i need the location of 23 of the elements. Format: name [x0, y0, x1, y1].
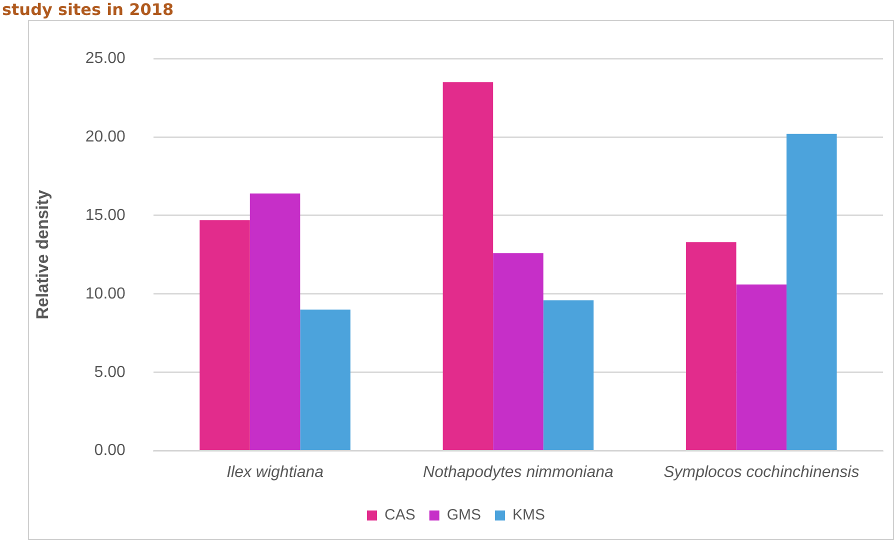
y-tick-label: 0.00	[94, 442, 126, 460]
x-tick-label: Symplocos cochinchinensis	[664, 464, 860, 481]
x-tick-label: Ilex wightiana	[226, 464, 324, 481]
legend-label: CAS	[384, 506, 416, 524]
bar	[786, 134, 837, 450]
bar	[686, 242, 736, 450]
y-tick-label: 15.00	[85, 206, 126, 224]
legend-label: KMS	[512, 506, 546, 524]
bar	[493, 253, 544, 450]
y-tick-label: 5.00	[94, 364, 126, 381]
y-tick-label: 25.00	[85, 50, 126, 68]
bar	[300, 310, 350, 450]
y-tick-label: 20.00	[85, 128, 126, 146]
y-axis-title: Relative density	[32, 189, 52, 320]
x-tick-label: Nothapodytes nimmoniana	[423, 464, 614, 481]
bar	[543, 300, 594, 450]
y-tick-label: 10.00	[85, 285, 126, 302]
chart-title: study sites in 2018	[2, 0, 174, 19]
bar	[200, 220, 250, 450]
bar	[736, 284, 787, 450]
bar	[250, 194, 300, 450]
legend-label: GMS	[446, 506, 482, 524]
bar	[442, 82, 494, 450]
